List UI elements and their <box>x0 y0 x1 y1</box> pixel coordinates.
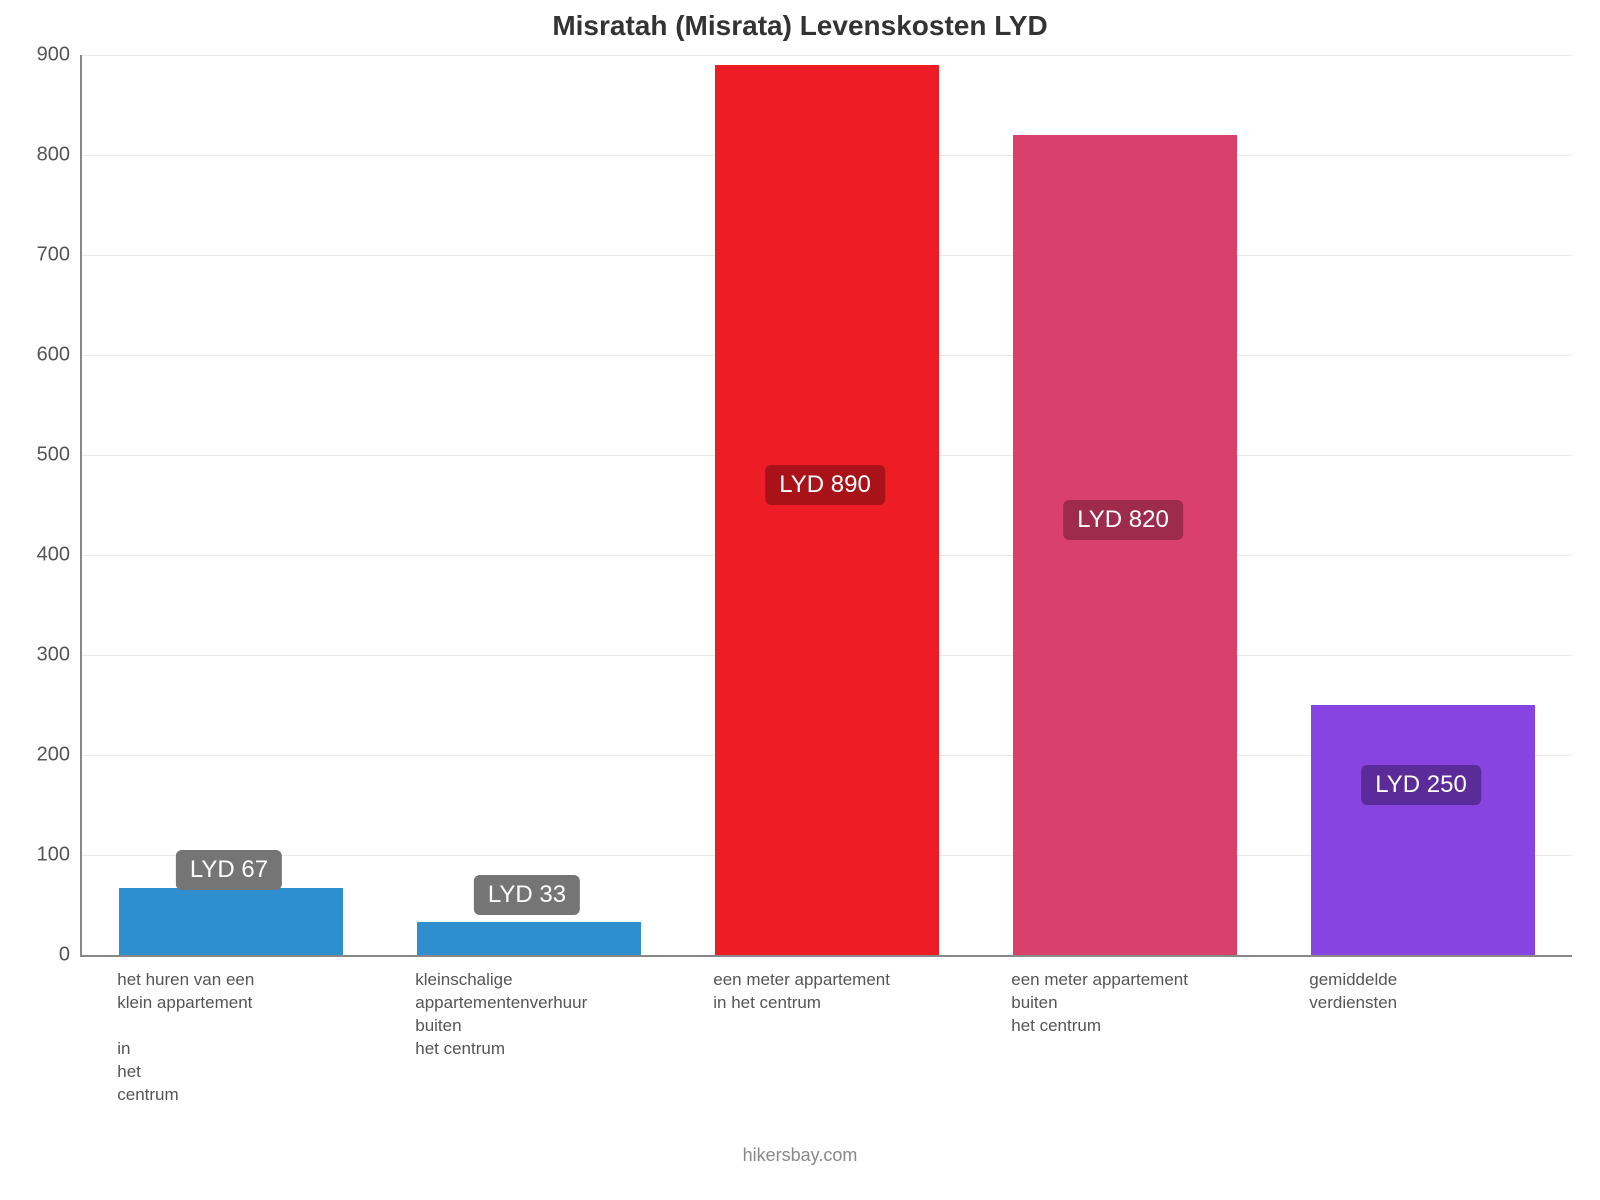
x-tick-label: gemiddelde verdiensten <box>1309 969 1563 1015</box>
y-tick-label: 200 <box>20 744 70 767</box>
bar-value-label: LYD 820 <box>1063 500 1183 540</box>
attribution-text: hikersbay.com <box>0 1145 1600 1166</box>
y-tick-label: 300 <box>20 644 70 667</box>
chart-title: Misratah (Misrata) Levenskosten LYD <box>0 10 1600 42</box>
y-tick-label: 800 <box>20 144 70 167</box>
y-gridline <box>82 55 1572 56</box>
y-tick-label: 600 <box>20 344 70 367</box>
bar-value-label: LYD 890 <box>765 465 885 505</box>
bar <box>417 922 641 955</box>
cost-of-living-bar-chart: Misratah (Misrata) Levenskosten LYD hike… <box>0 0 1600 1200</box>
bar-value-label: LYD 67 <box>176 850 282 890</box>
y-tick-label: 100 <box>20 844 70 867</box>
bar <box>1311 705 1535 955</box>
bar <box>715 65 939 955</box>
bar-value-label: LYD 250 <box>1361 765 1481 805</box>
bar <box>119 888 343 955</box>
y-tick-label: 700 <box>20 244 70 267</box>
y-tick-label: 500 <box>20 444 70 467</box>
x-tick-label: het huren van een klein appartement in h… <box>117 969 371 1107</box>
x-tick-label: een meter appartement buiten het centrum <box>1011 969 1265 1038</box>
y-tick-label: 900 <box>20 44 70 67</box>
y-tick-label: 400 <box>20 544 70 567</box>
y-tick-label: 0 <box>20 944 70 967</box>
x-tick-label: kleinschalige appartementenverhuur buite… <box>415 969 669 1061</box>
bar <box>1013 135 1237 955</box>
x-tick-label: een meter appartement in het centrum <box>713 969 967 1015</box>
plot-area <box>80 55 1572 957</box>
bar-value-label: LYD 33 <box>474 875 580 915</box>
